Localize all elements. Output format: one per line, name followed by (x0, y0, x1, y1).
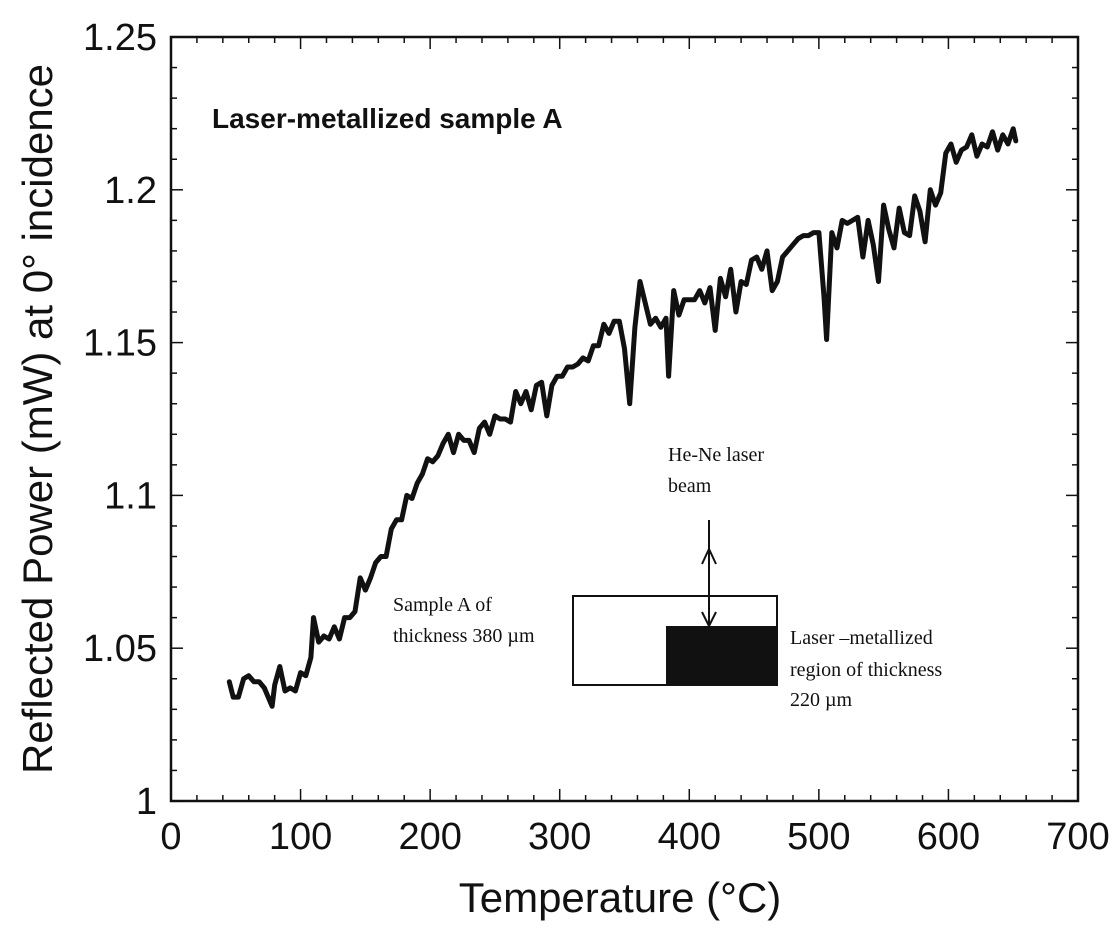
x-tick-label: 300 (528, 816, 591, 858)
x-tick-label: 0 (160, 816, 181, 858)
axis-ticks (170, 36, 1079, 802)
y-tick-label: 1 (136, 781, 157, 823)
metallized-region (666, 626, 777, 685)
beam-arrow-down-head (701, 611, 717, 629)
inset-diagram: He-Ne laser beam Sample A of thickness 3… (393, 444, 942, 711)
data-series-line (226, 126, 1019, 709)
x-tick-label: 500 (787, 816, 850, 858)
x-tick-label: 700 (1046, 816, 1109, 858)
x-tick-label: 400 (658, 816, 721, 858)
x-tick-label: 200 (398, 816, 461, 858)
y-tick-label: 1.25 (83, 17, 157, 59)
y-tick-label: 1.05 (83, 628, 157, 670)
y-tick-labels: 1 1.05 1.1 1.15 1.2 1.25 (83, 17, 157, 823)
x-tick-labels: 0 100 200 300 400 500 600 700 (160, 816, 1109, 858)
beam-label-line1: He-Ne laser (668, 444, 764, 466)
x-axis-title: Temperature (°C) (459, 874, 782, 921)
chart-title: Laser-metallized sample A (212, 103, 563, 134)
plot-frame (169, 35, 1080, 803)
sample-label-line2: thickness 380 µm (393, 625, 535, 647)
sample-label-line1: Sample A of (393, 594, 492, 616)
region-label-line1: Laser –metallized (790, 627, 933, 649)
y-tick-label: 1.15 (83, 323, 157, 365)
x-tick-label: 100 (269, 816, 332, 858)
y-tick-label: 1.2 (104, 170, 157, 212)
y-axis-title: Reflected Power (mW) at 0° incidence (14, 64, 61, 774)
beam-arrow-up-head (701, 546, 717, 565)
x-tick-label: 600 (917, 816, 980, 858)
region-label-line3: 220 µm (790, 689, 853, 711)
beam-label-line2: beam (668, 475, 712, 497)
y-tick-label: 1.1 (104, 475, 157, 517)
region-label-line2: region of thickness (790, 659, 942, 681)
